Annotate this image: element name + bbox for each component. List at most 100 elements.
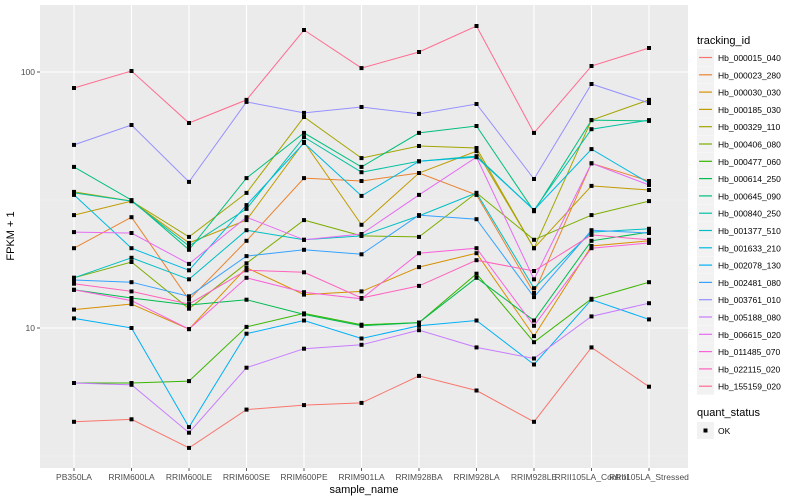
x-tick-label: RRIM600LE [166,472,213,482]
data-point [302,218,306,223]
legend-label: Hb_000015_040 [718,53,781,63]
x-tick-label: RRIM600LA [108,472,155,482]
data-point [72,275,76,280]
data-point [474,124,479,128]
legend-label: Hb_001633_210 [718,243,781,253]
data-point [532,130,536,135]
data-point [532,356,536,361]
data-point [359,164,364,169]
data-point [647,231,651,235]
data-point [532,237,536,242]
legend-item: Hb_006615_020 [697,325,781,343]
legend-label: Hb_000329_110 [718,122,781,132]
data-point [187,297,191,302]
data-point [359,179,364,183]
legend-label: Hb_000477_060 [718,157,781,167]
legend-item: Hb_155159_020 [697,377,781,395]
data-point [72,230,76,235]
legend-items: Hb_000015_040 Hb_000023_280 Hb_000030_030 H… [697,49,781,395]
data-point [647,179,651,183]
data-point [359,342,364,347]
data-point [474,24,479,28]
data-point [244,97,249,102]
data-point [589,147,594,152]
data-point [647,280,651,285]
series-points [72,24,651,450]
data-point [647,46,651,50]
data-point [244,261,249,266]
data-point [417,171,421,175]
data-point [532,177,536,181]
legend-item: Hb_000645_090 [697,187,781,205]
data-point [359,323,364,328]
data-point [359,336,364,341]
data-point [129,260,134,264]
legend-item: Hb_002078_130 [697,256,781,274]
data-point [244,203,249,208]
legend-item: Hb_022115_020 [697,360,781,378]
data-point [302,130,306,135]
data-point [72,246,76,251]
data-point [359,232,364,236]
data-point [647,301,651,306]
data-point [187,302,191,307]
data-point [72,278,76,282]
data-point [72,164,76,169]
data-point [417,130,421,135]
x-tick-label: RRIM901LA [338,472,385,482]
legend-item: Hb_000030_030 [697,83,781,101]
legend-item: Hb_001633_210 [697,239,781,257]
y-tick-label: 10 [26,323,36,333]
y-axis-title: FPKM + 1 [5,211,17,260]
data-point [302,318,306,323]
data-point [589,64,594,68]
legend: tracking_id Hb_000015_040Hb_000023_280Hb… [697,35,781,439]
data-point [244,206,249,211]
data-point [417,323,421,328]
legend-item: Hb_011485_070 [697,343,781,361]
data-point [187,327,191,332]
x-tick-label: RRIM928BA [395,472,443,482]
data-point [589,244,594,248]
data-point [532,295,536,300]
data-point [417,328,421,333]
data-point [532,269,536,273]
data-point [187,179,191,184]
legend-label: Hb_005188_080 [718,313,781,323]
data-point [187,234,191,239]
data-point [359,105,364,109]
data-point [359,193,364,198]
data-point [589,118,594,123]
data-point [129,69,134,73]
data-point [72,307,76,312]
plot-panel [40,5,688,468]
data-point [129,296,134,300]
data-point [129,298,134,303]
data-point [474,388,479,393]
data-point [187,268,191,273]
legend-label: Hb_011485_070 [718,347,781,357]
legend-label: Hb_000645_090 [718,191,781,201]
data-point [244,218,249,223]
data-point [532,334,536,339]
data-point [417,283,421,288]
legend-item: Hb_000477_060 [697,152,781,170]
data-point [187,261,191,266]
data-point [589,345,594,350]
data-point [72,419,76,424]
data-point [129,255,134,260]
data-point [187,277,191,282]
data-point [417,251,421,256]
legend-label: Hb_002481_080 [718,278,781,288]
data-point [532,277,536,282]
data-point [129,289,134,294]
data-point [417,265,421,270]
data-point [474,146,479,150]
data-point [302,270,306,275]
data-point [359,170,364,175]
data-point [244,265,249,270]
data-point [129,382,134,387]
x-axis-title: sample_name [329,484,398,496]
data-point [129,199,134,204]
